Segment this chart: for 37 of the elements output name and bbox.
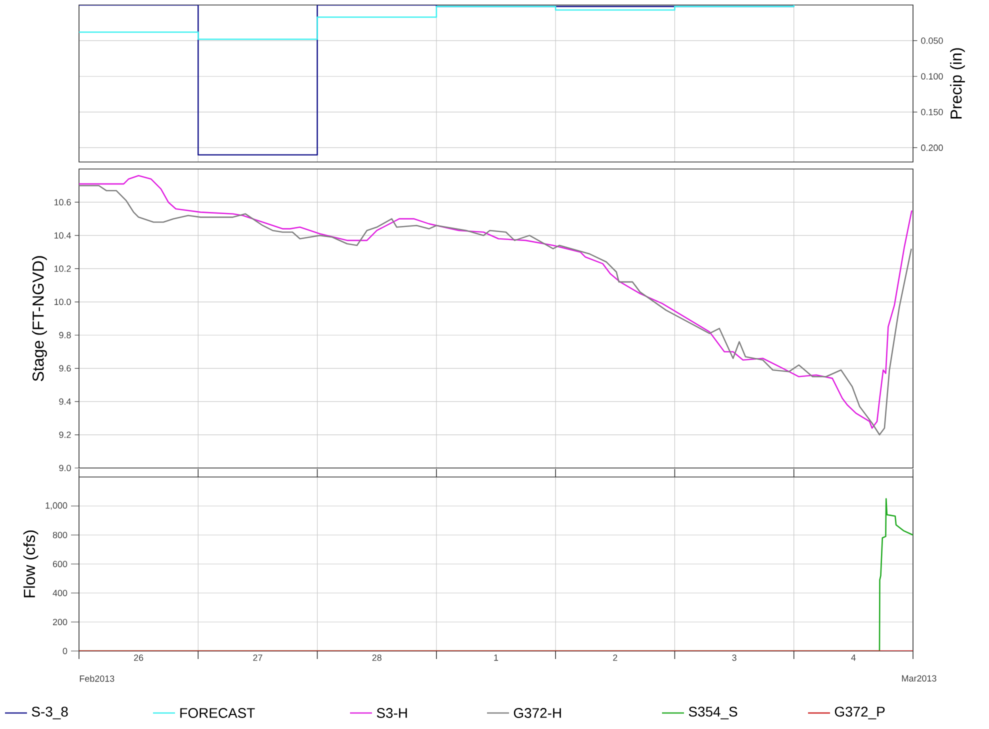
y-tick-label: 10.0 (54, 298, 71, 306)
legend-label: S3-H (376, 708, 407, 718)
x-tick-label: 27 (253, 654, 262, 661)
y-tick-label: 200 (52, 618, 68, 626)
legend-label: FORECAST (180, 708, 255, 718)
x-tick-label: 4 (851, 654, 856, 661)
y-tick-label: 0 (62, 648, 68, 654)
legend-label: G372-H (514, 708, 561, 718)
y-axis-title: Stage (FT-NGVD) (32, 256, 47, 382)
y-tick-label: 1,000 (46, 502, 68, 510)
x-tick-label: 2 (613, 654, 618, 661)
text: Feb2013 (80, 675, 114, 682)
y-tick-label: 9.2 (59, 432, 71, 438)
y-tick-label: 9.0 (59, 464, 71, 472)
y-tick-label: 400 (52, 590, 68, 596)
y-tick-label: 9.8 (59, 332, 71, 338)
y-tick-label: 800 (52, 532, 68, 538)
y-axis-title: Precip (in) (950, 48, 965, 119)
legend-label: S-3_8 (32, 706, 68, 720)
legend-label: S354_S (688, 706, 738, 720)
y-tick-label: 0.050 (921, 38, 943, 44)
text: Mar2013 (902, 675, 936, 682)
x-tick-label: 26 (134, 654, 144, 661)
y-tick-label: 10.4 (54, 232, 71, 239)
y-tick-label: 9.6 (59, 365, 71, 372)
legend-label: G372_P (834, 706, 885, 720)
y-tick-label: 0.200 (921, 144, 943, 151)
y-tick-label: 10.6 (54, 199, 71, 206)
y-axis-title: Flow (cfs) (23, 530, 38, 598)
x-tick-label: 28 (372, 654, 382, 661)
x-tick-label: 3 (732, 654, 736, 661)
y-tick-label: 600 (52, 560, 68, 568)
y-tick-label: 9.4 (59, 398, 71, 405)
y-tick-label: 0.150 (921, 108, 943, 116)
x-tick-label: 1 (494, 654, 498, 661)
y-tick-label: 0.100 (921, 73, 943, 80)
y-tick-label: 10.2 (54, 265, 71, 272)
